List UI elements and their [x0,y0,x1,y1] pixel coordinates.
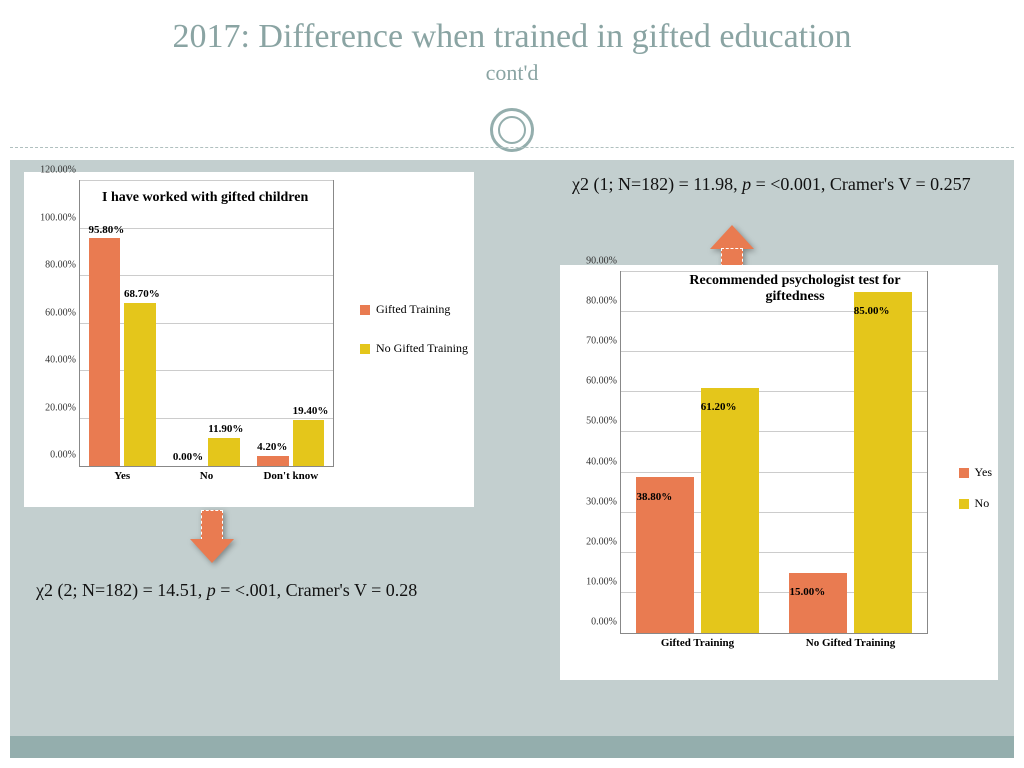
bar [257,456,289,466]
bar-value-label: 85.00% [854,305,890,317]
x-axis-label: No [164,466,248,482]
y-axis-tick: 80.00% [28,260,80,271]
x-axis-label: Don't know [249,466,333,482]
bar [293,420,325,466]
bar [89,238,121,466]
y-axis-tick: 60.00% [569,376,621,387]
y-axis-tick: 40.00% [28,355,80,366]
y-axis-tick: 40.00% [569,456,621,467]
chart-worked-with-gifted: I have worked with gifted children 0.00%… [24,172,474,507]
decorative-ring [490,108,534,152]
y-axis-tick: 0.00% [28,450,80,461]
bar [789,573,847,633]
y-axis-tick: 0.00% [569,617,621,628]
bar-value-label: 38.80% [636,491,672,503]
bar-value-label: 95.80% [89,224,125,236]
bar-value-label: 15.00% [789,586,825,598]
y-axis-tick: 60.00% [28,307,80,318]
divider [10,147,1014,148]
y-axis-tick: 30.00% [569,496,621,507]
bar [208,438,240,466]
y-axis-tick: 20.00% [28,402,80,413]
y-axis-tick: 120.00% [28,165,80,176]
legend-no-gifted-training: No Gifted Training [360,341,468,356]
stat-chi-square-1: χ2 (2; N=182) = 14.51, p = <.001, Cramer… [36,578,456,602]
chart-recommended-test: Recommended psychologist test for gifted… [560,265,998,680]
y-axis-tick: 100.00% [28,212,80,223]
bar-value-label: 19.40% [293,405,329,417]
stat-chi-square-2: χ2 (1; N=182) = 11.98, p = <0.001, Crame… [572,172,982,196]
x-axis-label: Yes [80,466,164,482]
bar-value-label: 61.20% [701,401,737,413]
bar-value-label: 4.20% [257,441,287,453]
y-axis-tick: 20.00% [569,536,621,547]
legend-no: No [959,496,992,511]
legend-gifted-training: Gifted Training [360,302,468,317]
y-axis-tick: 70.00% [569,336,621,347]
legend-yes: Yes [959,465,992,480]
y-axis-tick: 90.00% [569,256,621,267]
slide-subtitle: cont'd [0,60,1024,86]
y-axis-tick: 10.00% [569,576,621,587]
x-axis-label: No Gifted Training [774,633,927,649]
y-axis-tick: 80.00% [569,296,621,307]
bar-value-label: 11.90% [208,423,243,435]
slide-title: 2017: Difference when trained in gifted … [0,18,1024,56]
bar-value-label: 0.00% [173,451,203,463]
bar [124,303,156,466]
bar [854,292,912,633]
y-axis-tick: 50.00% [569,416,621,427]
footer-bar [10,736,1014,758]
bar-value-label: 68.70% [124,288,160,300]
x-axis-label: Gifted Training [621,633,774,649]
arrow-down-icon [190,510,234,566]
bar [701,388,759,633]
